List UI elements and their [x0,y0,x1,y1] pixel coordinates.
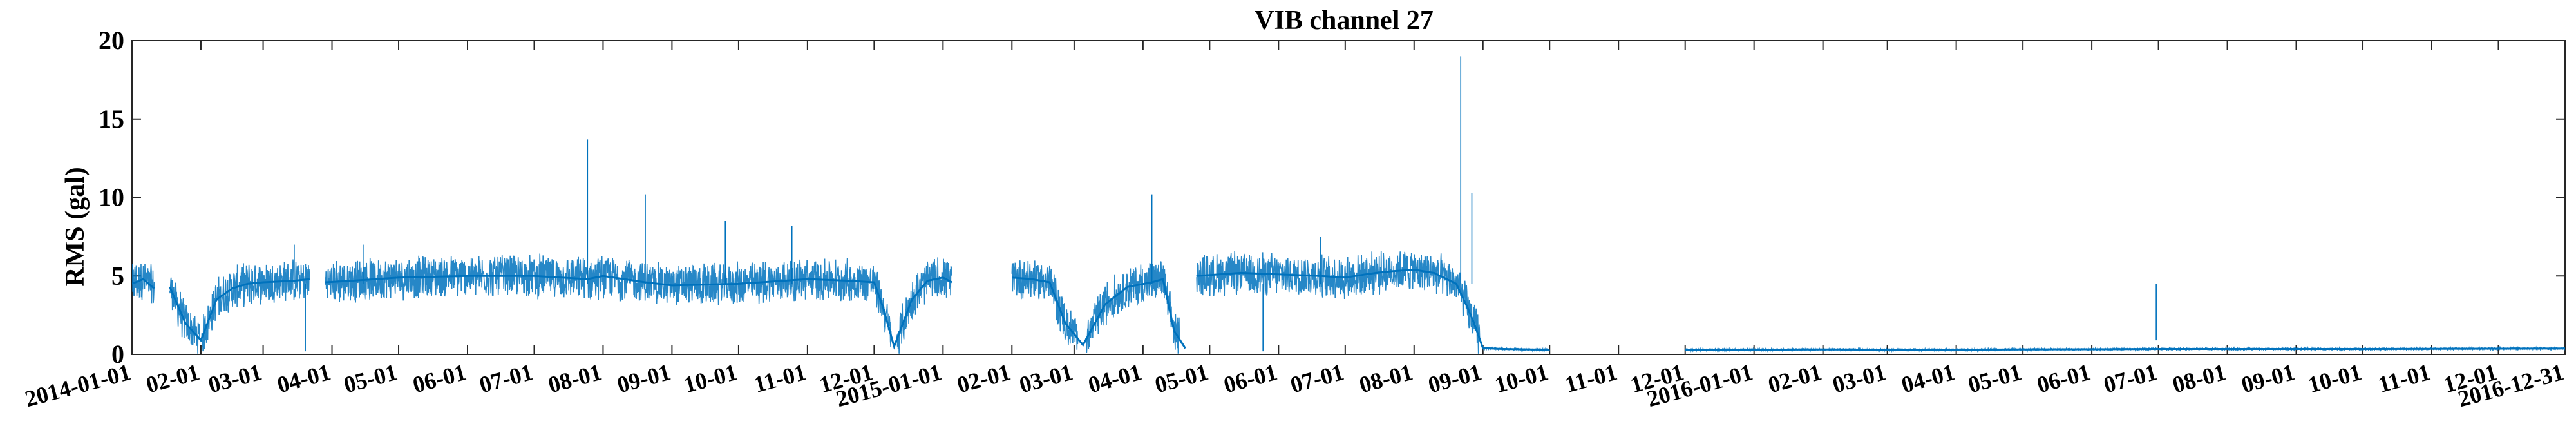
x-tick-label: 03-01 [1016,359,1075,398]
x-tick-label: 05-01 [1965,359,2024,398]
x-tick-label: 08-01 [545,359,604,398]
x-tick-label: 02-01 [954,359,1013,398]
y-tick-label: 15 [99,104,124,133]
series-line-segment [169,259,310,354]
x-tick-label: 07-01 [1287,359,1346,398]
x-tick-label: 11-01 [2375,359,2433,398]
series-trend-line [1685,347,2565,351]
y-tick-label: 10 [99,183,124,212]
series-group [132,56,2565,354]
x-tick-label: 08-01 [2170,359,2228,398]
x-tick-label: 07-01 [477,359,535,398]
x-tick-label: 11-01 [751,359,809,398]
x-tick-label: 06-01 [410,359,469,398]
x-tick-label: 06-01 [2034,359,2093,398]
series-trend-line [132,278,155,289]
x-tick-label: 10-01 [2306,359,2364,398]
x-tick-label: 04-01 [274,359,333,398]
x-tick-label: 08-01 [1356,359,1415,398]
x-tick-label: 09-01 [614,359,673,398]
series-trend-line [1196,268,1550,351]
series-trend-line [1012,276,1186,349]
x-tick-label: 02-01 [144,359,202,398]
chart-title: VIB channel 27 [1255,6,1434,35]
x-tick-label: 10-01 [681,359,739,398]
y-tick-label: 20 [99,26,124,55]
series-line-segment [1011,260,1186,354]
series-line-segment [132,264,155,304]
series-trend-line [169,278,310,342]
x-tick-label: 03-01 [205,359,264,398]
y-axis-label: RMS (gal) [61,167,90,286]
x-tick-label: 06-01 [1221,359,1280,398]
x-tick-label: 02-01 [1765,359,1824,398]
y-tick-label: 0 [111,340,124,369]
axes-frame [131,40,2566,355]
series-line-segment [1196,251,1550,354]
series-line-segment [325,253,952,354]
x-tick-label: 10-01 [1492,359,1551,398]
x-tick-label: 05-01 [341,359,400,398]
x-tick-label: 09-01 [1425,359,1484,398]
x-tick-label: 04-01 [1085,359,1144,398]
x-tick-label: 09-01 [2239,359,2297,398]
x-tick-label: 03-01 [1830,359,1888,398]
series-trend-line [325,275,952,350]
x-tick-label: 2014-01-01 [22,359,133,412]
y-tick-label: 5 [111,261,124,290]
x-tick-label: 11-01 [1562,359,1620,398]
x-tick-label: 05-01 [1152,359,1211,398]
x-tick-label: 04-01 [1899,359,1957,398]
x-tick-label: 07-01 [2101,359,2159,398]
